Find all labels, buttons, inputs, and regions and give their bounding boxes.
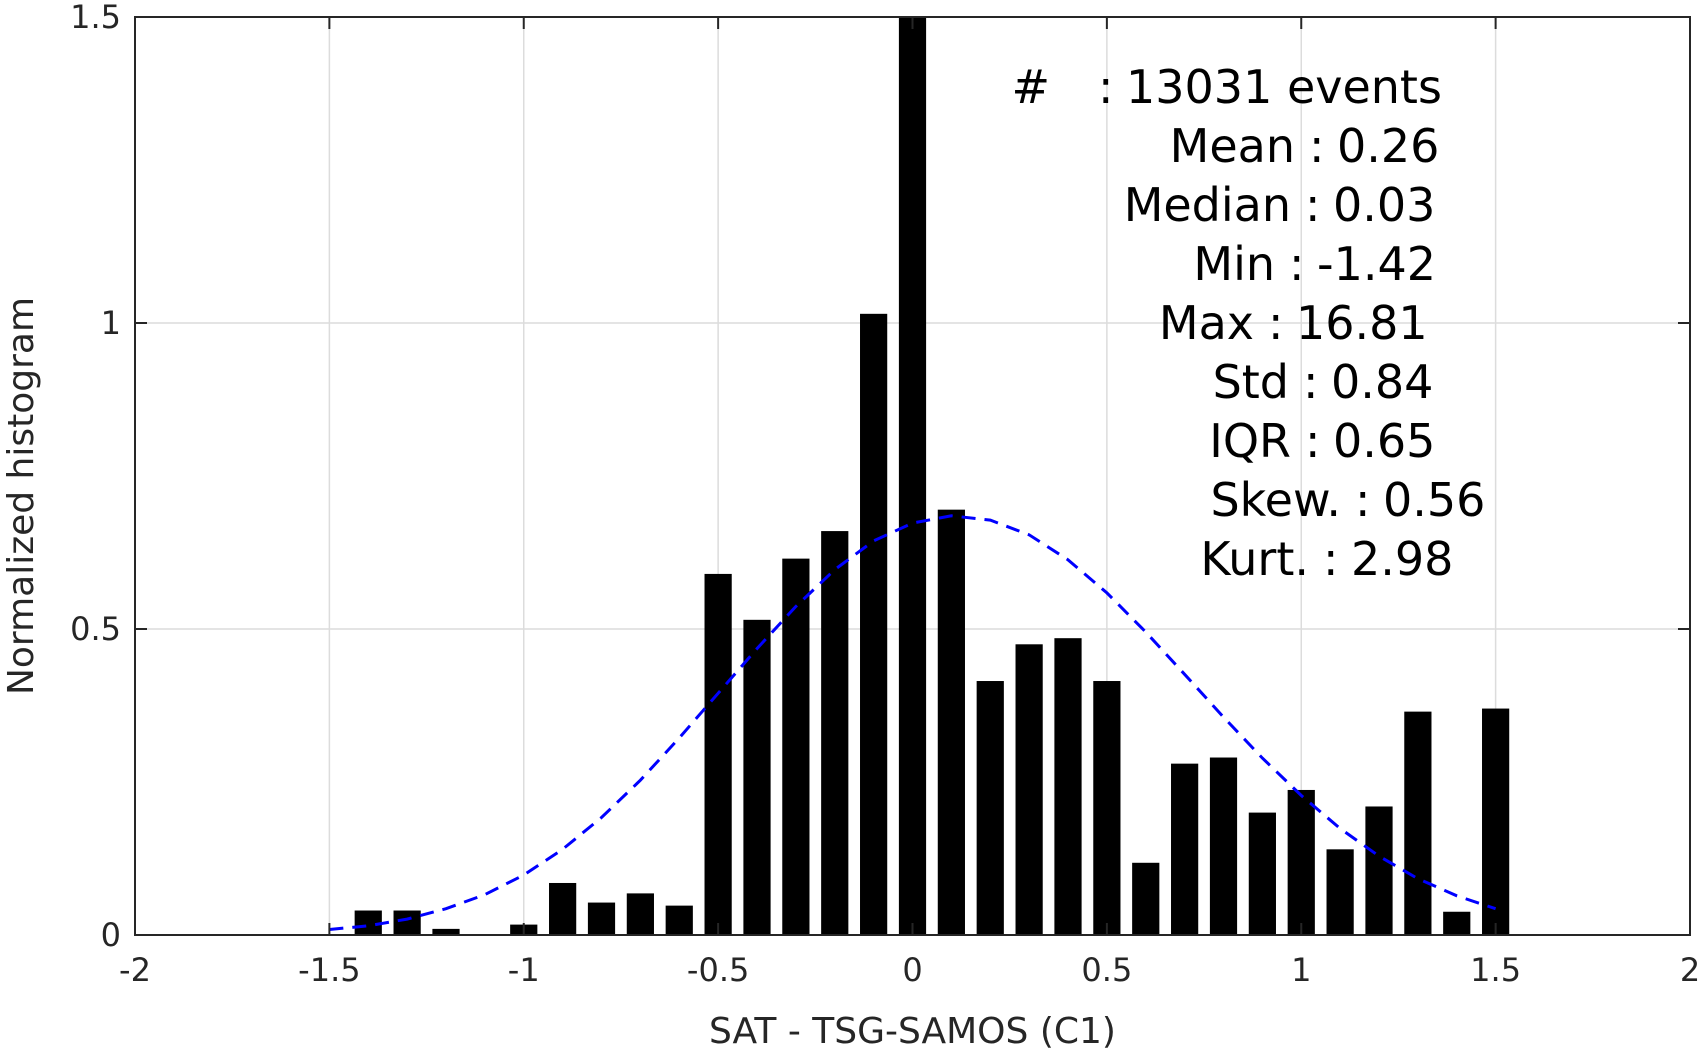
stat-value: 13031 events — [1126, 60, 1442, 114]
stat-label: Kurt. — [1200, 532, 1309, 586]
histogram-bar — [1404, 711, 1432, 935]
stat-separator: : — [1309, 119, 1325, 173]
stat-value: 16.81 — [1296, 296, 1428, 350]
histogram-bar — [1171, 763, 1199, 935]
histogram-bar — [1209, 757, 1238, 935]
histogram-bar — [1326, 849, 1354, 935]
stat-label: Median — [1124, 178, 1291, 232]
stat-value: 0.84 — [1331, 355, 1433, 409]
histogram-bar — [937, 509, 965, 935]
stat-label: Min — [1193, 237, 1275, 291]
y-tick-label: 0 — [101, 916, 121, 954]
x-tick-label: 1 — [1291, 951, 1311, 989]
stat-separator: : — [1268, 296, 1284, 350]
histogram-bar — [1365, 806, 1393, 935]
histogram-bar — [1015, 644, 1043, 935]
histogram-bars — [354, 17, 1510, 935]
stat-label: Std — [1213, 355, 1289, 409]
stat-value: -1.42 — [1317, 237, 1436, 291]
histogram-bar — [782, 558, 810, 935]
histogram-bar — [976, 681, 1004, 935]
y-tick-label: 1.5 — [70, 0, 121, 36]
stat-label: # — [1011, 60, 1050, 114]
x-tick-label: -0.5 — [687, 951, 749, 989]
histogram-bar — [1054, 638, 1082, 935]
y-tick-label: 1 — [101, 304, 121, 342]
stat-label: Max — [1159, 296, 1254, 350]
stat-separator: : — [1098, 60, 1114, 114]
histogram-bar — [626, 893, 654, 935]
stat-value: 0.03 — [1333, 178, 1435, 232]
y-axis-title: Normalized histogram — [1, 297, 42, 695]
x-tick-label: 0 — [902, 951, 922, 989]
histogram-bar — [587, 902, 616, 935]
y-tick-labels: 0 0.5 1 1.5 — [70, 0, 121, 954]
x-tick-label: -2 — [119, 951, 151, 989]
histogram-bar — [898, 17, 927, 935]
histogram-bar — [1132, 862, 1160, 935]
x-tick-label: 0.5 — [1081, 951, 1132, 989]
histogram-bar — [432, 928, 460, 935]
x-tick-label: 1.5 — [1470, 951, 1521, 989]
stat-value: 0.65 — [1333, 414, 1435, 468]
x-tick-label: 2 — [1680, 951, 1700, 989]
histogram-bar — [393, 910, 421, 935]
fit-curve — [329, 514, 1497, 931]
histogram-bar — [1482, 708, 1510, 935]
histogram-bar — [821, 531, 849, 935]
x-tick-labels: -2 -1.5 -1 -0.5 0 0.5 1 1.5 2 — [119, 951, 1700, 989]
stat-label: IQR — [1209, 414, 1291, 468]
stat-label: Mean — [1170, 119, 1295, 173]
histogram-bar — [860, 313, 888, 935]
stat-value: 2.98 — [1351, 532, 1453, 586]
x-tick-label: -1.5 — [298, 951, 360, 989]
stat-separator: : — [1303, 355, 1319, 409]
histogram-bar — [1287, 789, 1315, 935]
histogram-bar — [665, 905, 693, 935]
stat-label: Skew. — [1210, 473, 1341, 527]
stat-separator: : — [1289, 237, 1305, 291]
stat-separator: : — [1305, 414, 1321, 468]
histogram-bar — [743, 619, 771, 935]
histogram-bar — [704, 573, 732, 935]
stat-separator: : — [1323, 532, 1339, 586]
histogram-bar — [1093, 681, 1121, 935]
y-tick-label: 0.5 — [70, 610, 121, 648]
stat-value: 0.26 — [1337, 119, 1439, 173]
stat-separator: : — [1305, 178, 1321, 232]
histogram-bar — [1443, 911, 1471, 935]
axis-ticks — [134, 16, 1691, 936]
x-axis-title: SAT - TSG-SAMOS (C1) — [709, 1011, 1116, 1052]
stat-separator: : — [1355, 473, 1371, 527]
histogram-bar — [1248, 812, 1276, 935]
stat-value: 0.56 — [1383, 473, 1485, 527]
histogram-bar — [549, 882, 577, 935]
x-tick-label: -1 — [508, 951, 540, 989]
